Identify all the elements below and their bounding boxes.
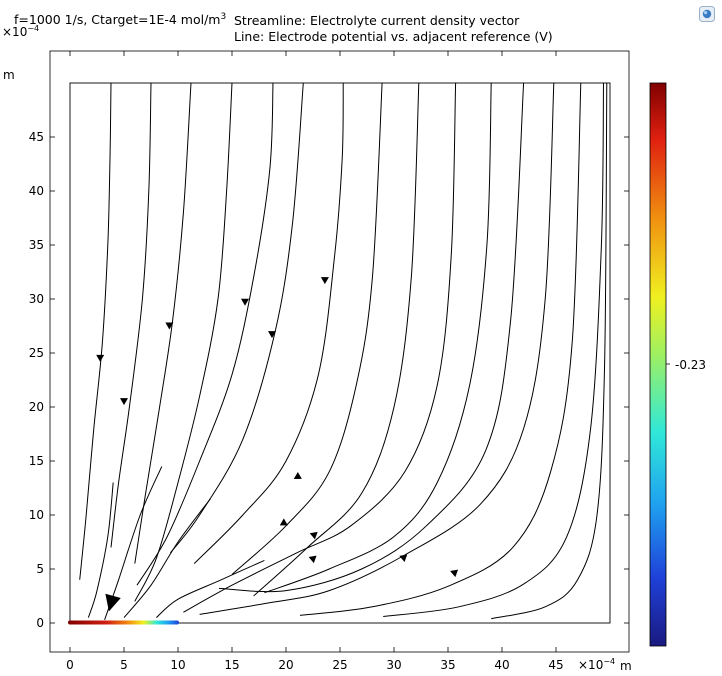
x-tick-label: 20 — [278, 658, 293, 672]
y-tick-label: 30 — [29, 292, 44, 306]
streamline-s9 — [253, 82, 420, 597]
x-tick-label: 35 — [440, 658, 455, 672]
y-exponent-label: ×10−4 — [2, 24, 39, 39]
streamline-s8 — [231, 82, 383, 575]
streamline-arrow — [96, 354, 105, 362]
streamline-s2 — [110, 82, 152, 548]
y-tick-label: 5 — [36, 562, 44, 576]
streamline-arrow — [320, 277, 329, 285]
streamline-arrow — [268, 331, 276, 339]
streamline-s3 — [134, 82, 192, 564]
y-tick-label: 20 — [29, 400, 44, 414]
y-tick-label: 25 — [29, 346, 44, 360]
plot-title-left-main: f=1000 1/s, Ctarget=1E-4 mol/m — [14, 12, 221, 28]
streamline-s15 — [383, 82, 604, 617]
electrode-line — [68, 620, 179, 625]
streamline-s14 — [299, 82, 582, 616]
plot-area-frame — [49, 50, 630, 653]
colorbar-label: -0.23 — [675, 358, 706, 372]
streamline-s6 — [170, 82, 304, 554]
plot-title-line1: Streamline: Electrolyte current density … — [234, 13, 520, 28]
streamline-s1 — [79, 82, 112, 580]
x-axis-label: m — [620, 659, 632, 673]
streamline-s16 — [491, 82, 608, 620]
streamlines — [79, 82, 608, 620]
y-tick-label: 45 — [29, 130, 44, 144]
y-tick-label: 40 — [29, 184, 44, 198]
y-tick-label: 10 — [29, 508, 44, 522]
domain-boundary — [69, 82, 611, 624]
streamline-s12 — [218, 82, 525, 593]
streamline-arrow — [399, 554, 408, 563]
streamline-arrow — [120, 398, 128, 406]
x-tick-label: 25 — [332, 658, 347, 672]
x-tick-label: 0 — [66, 658, 74, 672]
colorbar — [649, 82, 667, 647]
streamline-arrow — [309, 531, 318, 540]
x-tick-label: 30 — [386, 658, 401, 672]
streamline-s7 — [193, 82, 344, 564]
streamline-arrow — [293, 471, 302, 479]
x-tick-label: 40 — [494, 658, 509, 672]
y-tick-label: 15 — [29, 454, 44, 468]
plot-title-left: f=1000 1/s, Ctarget=1E-4 mol/m3 — [14, 12, 226, 27]
x-tick-label: 15 — [224, 658, 239, 672]
streamline-arrows — [96, 277, 459, 612]
streamline-arrow — [279, 518, 288, 526]
y-tick-label: 0 — [36, 616, 44, 630]
streamline-arrow — [450, 569, 459, 578]
streamline-arrow — [308, 555, 317, 564]
streamline-s11 — [264, 82, 492, 594]
streamline-s5 — [136, 82, 274, 586]
streamline-s13 — [199, 82, 555, 615]
view-toggle-icon[interactable] — [699, 6, 715, 22]
y-axis-label: m — [3, 68, 15, 82]
y-tick-label: 35 — [29, 238, 44, 252]
streamline-s19 — [123, 498, 211, 618]
plot-title-right: Streamline: Electrolyte current density … — [234, 13, 553, 45]
x-tick-label: 10 — [170, 658, 185, 672]
x-axis-ticks: 0 5 10 15 20 25 30 35 40 45 — [66, 51, 564, 672]
streamline-s20 — [156, 559, 265, 618]
streamline-s17 — [87, 482, 114, 618]
plot-title-line2: Line: Electrode potential vs. adjacent r… — [234, 29, 553, 44]
streamline-arrow — [165, 322, 174, 330]
y-axis-ticks: 0 5 10 15 20 25 30 35 40 45 — [29, 130, 629, 630]
x-tick-label: 5 — [120, 658, 128, 672]
x-exponent-label: ×10−4 — [578, 657, 615, 672]
streamline-s10 — [183, 82, 457, 613]
streamline-arrow — [105, 593, 121, 612]
plot-title-left-sup: 3 — [220, 12, 227, 22]
x-tick-label: 45 — [548, 658, 563, 672]
streamline-arrow — [241, 298, 249, 306]
